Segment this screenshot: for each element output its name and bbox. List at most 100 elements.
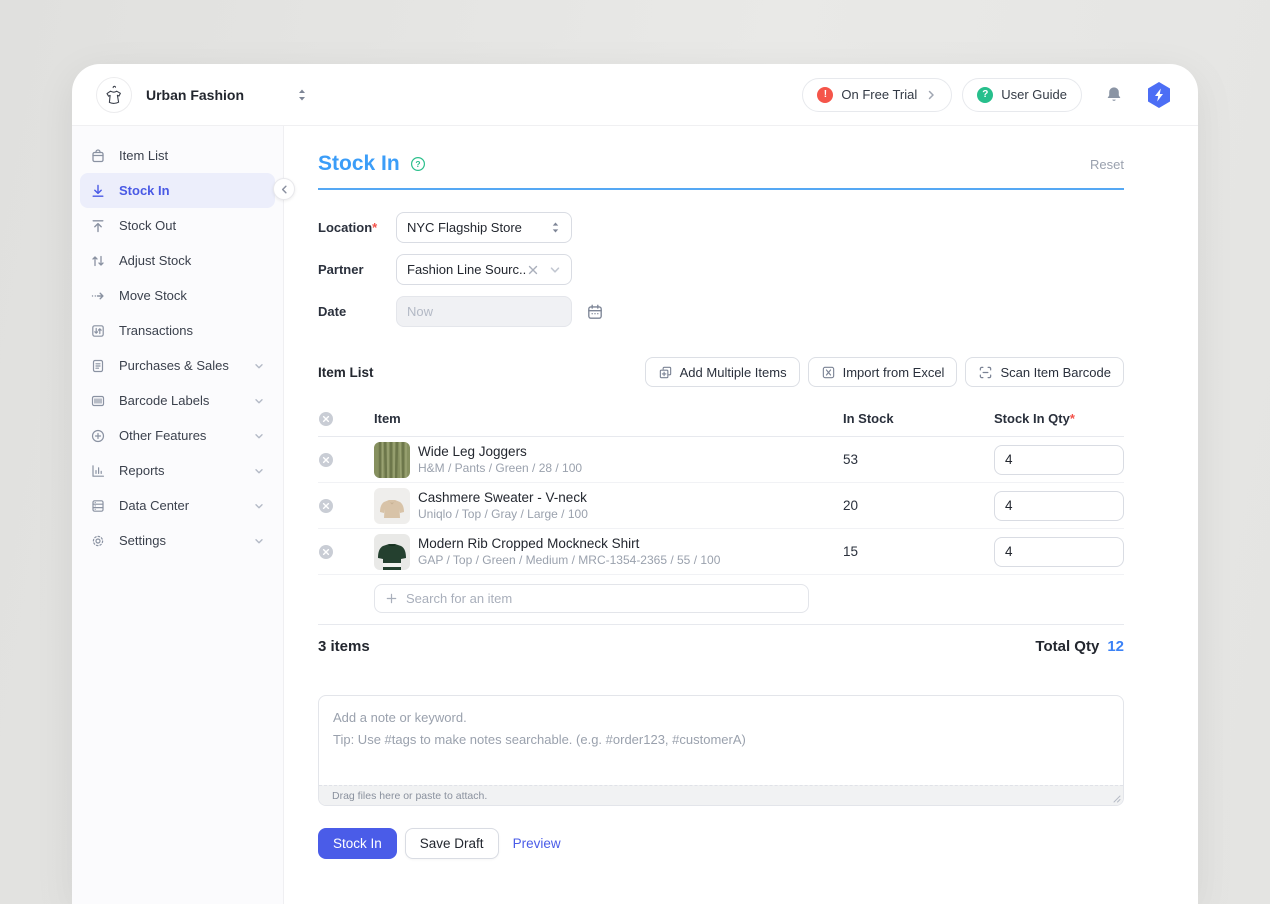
stock-in-qty-input[interactable] [994, 490, 1124, 521]
table-row: Cashmere Sweater - V-neck Uniqlo / Top /… [318, 483, 1124, 529]
sidebar-item-barcode-labels[interactable]: Barcode Labels [80, 383, 275, 418]
user-guide-label: User Guide [1001, 87, 1067, 102]
plus-icon [385, 592, 398, 605]
item-name: Cashmere Sweater - V-neck [418, 490, 587, 505]
item-info: Modern Rib Cropped Mockneck Shirt GAP / … [418, 536, 720, 567]
in-stock-value: 53 [843, 451, 859, 467]
stock-in-qty-input[interactable] [994, 444, 1124, 475]
calendar-icon[interactable] [586, 303, 604, 321]
sidebar: Item List Stock In Stock Out Adjust Stoc… [72, 126, 284, 904]
remove-row-icon[interactable] [318, 452, 334, 468]
notifications-button[interactable] [1104, 85, 1124, 105]
move-stock-icon [90, 288, 106, 304]
sidebar-item-label: Purchases & Sales [119, 358, 229, 373]
chevron-down-icon [253, 535, 265, 547]
sidebar-item-item-list[interactable]: Item List [80, 138, 275, 173]
item-info: Wide Leg Joggers H&M / Pants / Green / 2… [418, 444, 582, 475]
clear-x-icon[interactable] [527, 264, 539, 276]
chevron-down-icon [253, 465, 265, 477]
remove-row-icon[interactable] [318, 544, 334, 560]
location-select[interactable]: NYC Flagship Store [396, 212, 572, 243]
purchases-icon [90, 358, 106, 374]
bag-icon [90, 148, 106, 164]
chevron-down-icon [253, 500, 265, 512]
sidebar-item-label: Stock In [119, 183, 170, 198]
excel-icon [821, 365, 836, 380]
chevron-down-icon [550, 266, 560, 273]
free-trial-pill[interactable]: ! On Free Trial [802, 77, 953, 112]
sidebar-item-label: Other Features [119, 428, 207, 443]
partner-select[interactable]: Fashion Line Sourc... [396, 254, 572, 285]
sidebar-item-reports[interactable]: Reports [80, 453, 275, 488]
stock-in-qty-input[interactable] [994, 536, 1124, 567]
reset-button[interactable]: Reset [1090, 156, 1124, 172]
sidebar-item-stock-out[interactable]: Stock Out [80, 208, 275, 243]
table-row: Modern Rib Cropped Mockneck Shirt GAP / … [318, 529, 1124, 575]
bell-icon [1107, 86, 1121, 101]
chevron-left-icon [281, 185, 287, 193]
resize-grip-icon[interactable] [1111, 793, 1121, 803]
sidebar-item-move-stock[interactable]: Move Stock [80, 278, 275, 313]
hexagon-bolt-avatar-icon [1148, 81, 1170, 108]
barcode-icon [90, 393, 106, 409]
note-textarea[interactable]: Add a note or keyword. Tip: Use #tags to… [318, 695, 1124, 806]
location-label: Location* [318, 220, 378, 235]
page-title: Stock In [318, 152, 400, 175]
remove-all-icon[interactable] [318, 411, 334, 427]
import-from-excel-button[interactable]: Import from Excel [807, 357, 958, 387]
trial-warning-icon: ! [817, 86, 834, 103]
column-header-qty: Stock In Qty* [994, 411, 1075, 426]
sidebar-item-stock-in[interactable]: Stock In [80, 173, 275, 208]
sidebar-item-label: Transactions [119, 323, 193, 338]
item-search-input[interactable]: Search for an item [374, 584, 809, 613]
header: Urban Fashion ! On Free Trial ? User Gui… [72, 64, 1198, 126]
sidebar-item-data-center[interactable]: Data Center [80, 488, 275, 523]
reports-icon [90, 463, 106, 479]
sidebar-item-purchases-sales[interactable]: Purchases & Sales [80, 348, 275, 383]
item-search-placeholder: Search for an item [406, 591, 513, 606]
user-guide-pill[interactable]: ? User Guide [962, 77, 1082, 112]
partner-label: Partner [318, 262, 364, 277]
workspace-switcher[interactable] [296, 88, 308, 102]
remove-row-icon[interactable] [318, 498, 334, 514]
stock-in-icon [90, 183, 106, 199]
sidebar-item-label: Settings [119, 533, 166, 548]
gear-icon [90, 533, 106, 549]
sidebar-item-label: Barcode Labels [119, 393, 210, 408]
account-avatar[interactable] [1144, 80, 1174, 110]
item-list-label: Item List [318, 364, 374, 380]
item-thumbnail-beige-sweater [374, 487, 410, 524]
stock-in-submit-button[interactable]: Stock In [318, 828, 397, 859]
trial-label: On Free Trial [841, 87, 918, 102]
scan-item-barcode-button[interactable]: Scan Item Barcode [965, 357, 1124, 387]
help-icon[interactable]: ? [410, 156, 426, 172]
app-window: Urban Fashion ! On Free Trial ? User Gui… [72, 64, 1198, 904]
title-underline [318, 188, 1124, 190]
summary-row: 3 items Total Qty 12 [318, 625, 1124, 667]
item-attributes: Uniqlo / Top / Gray / Large / 100 [418, 507, 588, 521]
copy-plus-icon [658, 365, 673, 380]
in-stock-value: 15 [843, 543, 859, 559]
item-attributes: GAP / Top / Green / Medium / MRC-1354-23… [418, 553, 721, 567]
sidebar-item-settings[interactable]: Settings [80, 523, 275, 558]
total-qty: Total Qty 12 [1035, 638, 1124, 655]
sidebar-item-label: Reports [119, 463, 165, 478]
total-qty-value: 12 [1107, 637, 1124, 655]
table-row: Wide Leg Joggers H&M / Pants / Green / 2… [318, 437, 1124, 483]
add-multiple-items-button[interactable]: Add Multiple Items [644, 357, 800, 387]
chevron-down-icon [253, 430, 265, 442]
sidebar-item-adjust-stock[interactable]: Adjust Stock [80, 243, 275, 278]
preview-button[interactable]: Preview [512, 836, 561, 851]
stock-out-icon [90, 218, 106, 234]
chevron-right-icon [929, 90, 934, 99]
date-input[interactable]: Now [396, 296, 572, 327]
attachment-dropzone[interactable]: Drag files here or paste to attach. [319, 785, 1123, 805]
sidebar-item-transactions[interactable]: Transactions [80, 313, 275, 348]
sidebar-item-label: Adjust Stock [119, 253, 192, 268]
tshirt-logo-icon [106, 85, 121, 104]
save-draft-button[interactable]: Save Draft [404, 828, 499, 859]
item-thumbnail-olive-pants [374, 441, 410, 478]
sidebar-item-other-features[interactable]: Other Features [80, 418, 275, 453]
total-qty-label: Total Qty [1035, 637, 1100, 655]
sidebar-collapse-button[interactable] [273, 178, 295, 200]
